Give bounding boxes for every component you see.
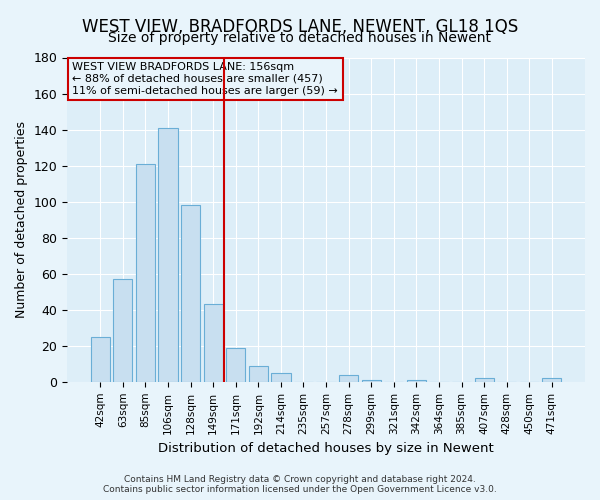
Bar bbox=[271, 373, 290, 382]
Bar bbox=[407, 380, 426, 382]
Bar bbox=[181, 205, 200, 382]
Bar bbox=[91, 337, 110, 382]
Text: Contains HM Land Registry data © Crown copyright and database right 2024.
Contai: Contains HM Land Registry data © Crown c… bbox=[103, 474, 497, 494]
Bar bbox=[475, 378, 494, 382]
Bar bbox=[249, 366, 268, 382]
X-axis label: Distribution of detached houses by size in Newent: Distribution of detached houses by size … bbox=[158, 442, 494, 455]
Bar bbox=[339, 374, 358, 382]
Text: Size of property relative to detached houses in Newent: Size of property relative to detached ho… bbox=[109, 31, 491, 45]
Bar bbox=[136, 164, 155, 382]
Bar bbox=[203, 304, 223, 382]
Bar bbox=[113, 279, 133, 382]
Y-axis label: Number of detached properties: Number of detached properties bbox=[15, 121, 28, 318]
Bar bbox=[226, 348, 245, 382]
Text: WEST VIEW BRADFORDS LANE: 156sqm
← 88% of detached houses are smaller (457)
11% : WEST VIEW BRADFORDS LANE: 156sqm ← 88% o… bbox=[73, 62, 338, 96]
Bar bbox=[362, 380, 381, 382]
Text: WEST VIEW, BRADFORDS LANE, NEWENT, GL18 1QS: WEST VIEW, BRADFORDS LANE, NEWENT, GL18 … bbox=[82, 18, 518, 36]
Bar bbox=[542, 378, 562, 382]
Bar bbox=[158, 128, 178, 382]
